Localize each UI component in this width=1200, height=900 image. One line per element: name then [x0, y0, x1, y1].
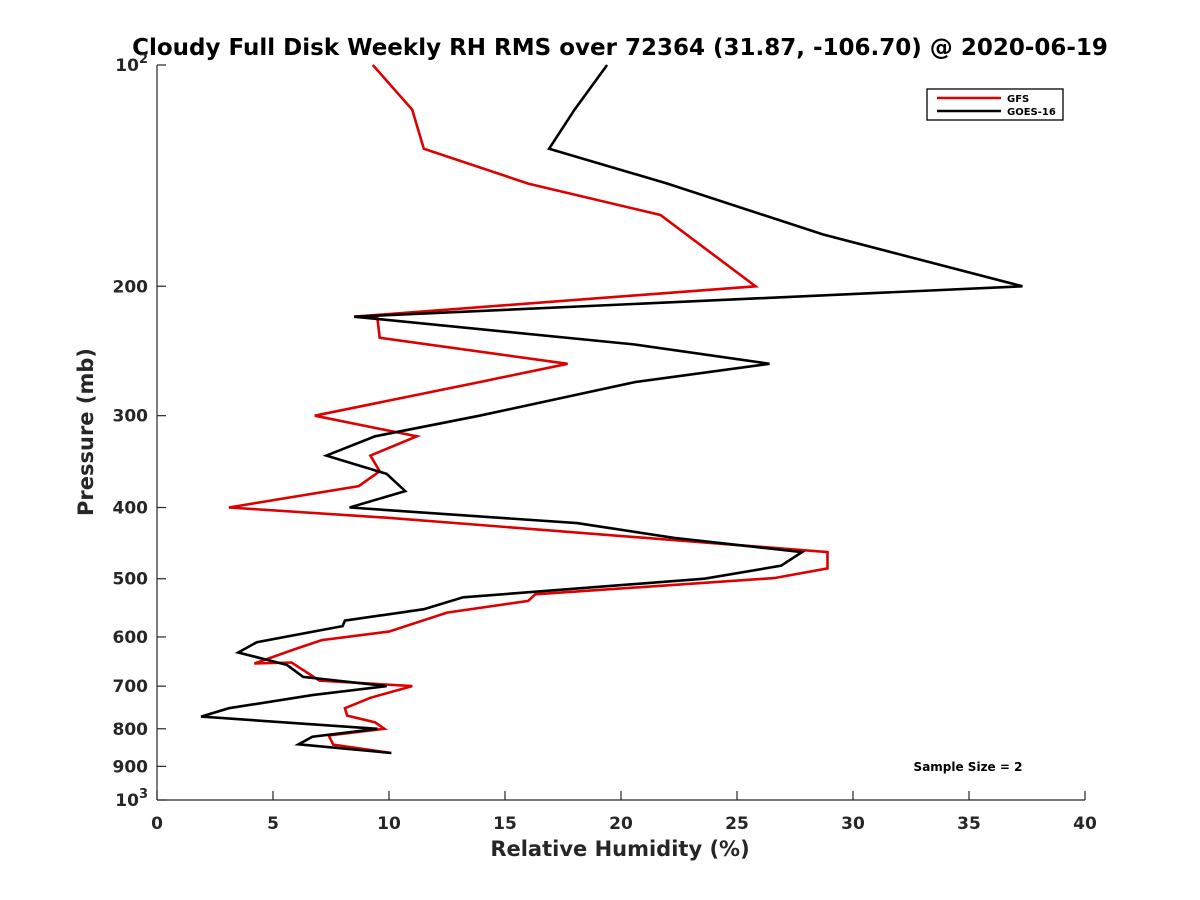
y-tick-label-6: 700: [113, 677, 149, 697]
x-tick-label-3: 15: [493, 814, 517, 834]
y-tick-label-5: 600: [113, 628, 149, 648]
x-tick-label-4: 20: [609, 814, 633, 834]
legend-label-0: GFS: [1007, 94, 1029, 105]
x-tick-label-6: 30: [841, 814, 865, 834]
legend: GFS GOES-16: [926, 88, 1064, 121]
legend-box: [926, 88, 1064, 121]
y-tick-label-3: 400: [113, 499, 149, 519]
x-axis-label: Relative Humidity (%): [490, 837, 749, 861]
x-tick-label-5: 25: [725, 814, 749, 834]
y-tick-label-4: 500: [113, 570, 149, 590]
x-tick-label-7: 35: [957, 814, 981, 834]
sample-size-annotation: Sample Size = 2: [914, 760, 1023, 774]
x-tick-label-8: 40: [1073, 814, 1097, 834]
y-tick-label-1: 200: [113, 277, 149, 297]
series-layer: [200, 64, 1023, 755]
x-tick-label-1: 5: [267, 814, 279, 834]
y-tick-label-0: 102: [115, 52, 148, 76]
chart-title: Cloudy Full Disk Weekly RH RMS over 7236…: [132, 35, 1108, 61]
y-tick-label-9: 103: [115, 787, 148, 811]
y-axis-label: Pressure (mb): [74, 348, 98, 516]
axes: 0 5 10 15 20 25 30 35 40 102 200 300 400 500 600 700 800…: [113, 52, 1097, 834]
y-tick-label-2: 300: [113, 407, 149, 427]
y-tick-label-8: 900: [113, 757, 149, 777]
series-line-1: [200, 64, 1023, 755]
y-tick-label-7: 800: [113, 720, 149, 740]
x-tick-label-2: 10: [377, 814, 401, 834]
series-line-0: [228, 64, 829, 755]
legend-label-1: GOES-16: [1007, 107, 1056, 118]
x-tick-label-0: 0: [151, 814, 163, 834]
